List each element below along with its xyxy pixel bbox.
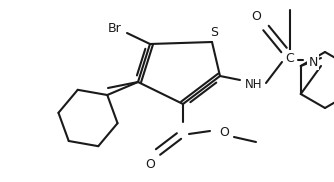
Text: N: N [308,56,318,68]
Text: O: O [145,157,155,171]
Text: O: O [219,126,229,139]
Text: Br: Br [108,21,122,35]
Text: O: O [251,9,261,23]
Text: S: S [210,25,218,39]
Text: NH: NH [245,78,263,92]
Text: C: C [286,52,294,64]
